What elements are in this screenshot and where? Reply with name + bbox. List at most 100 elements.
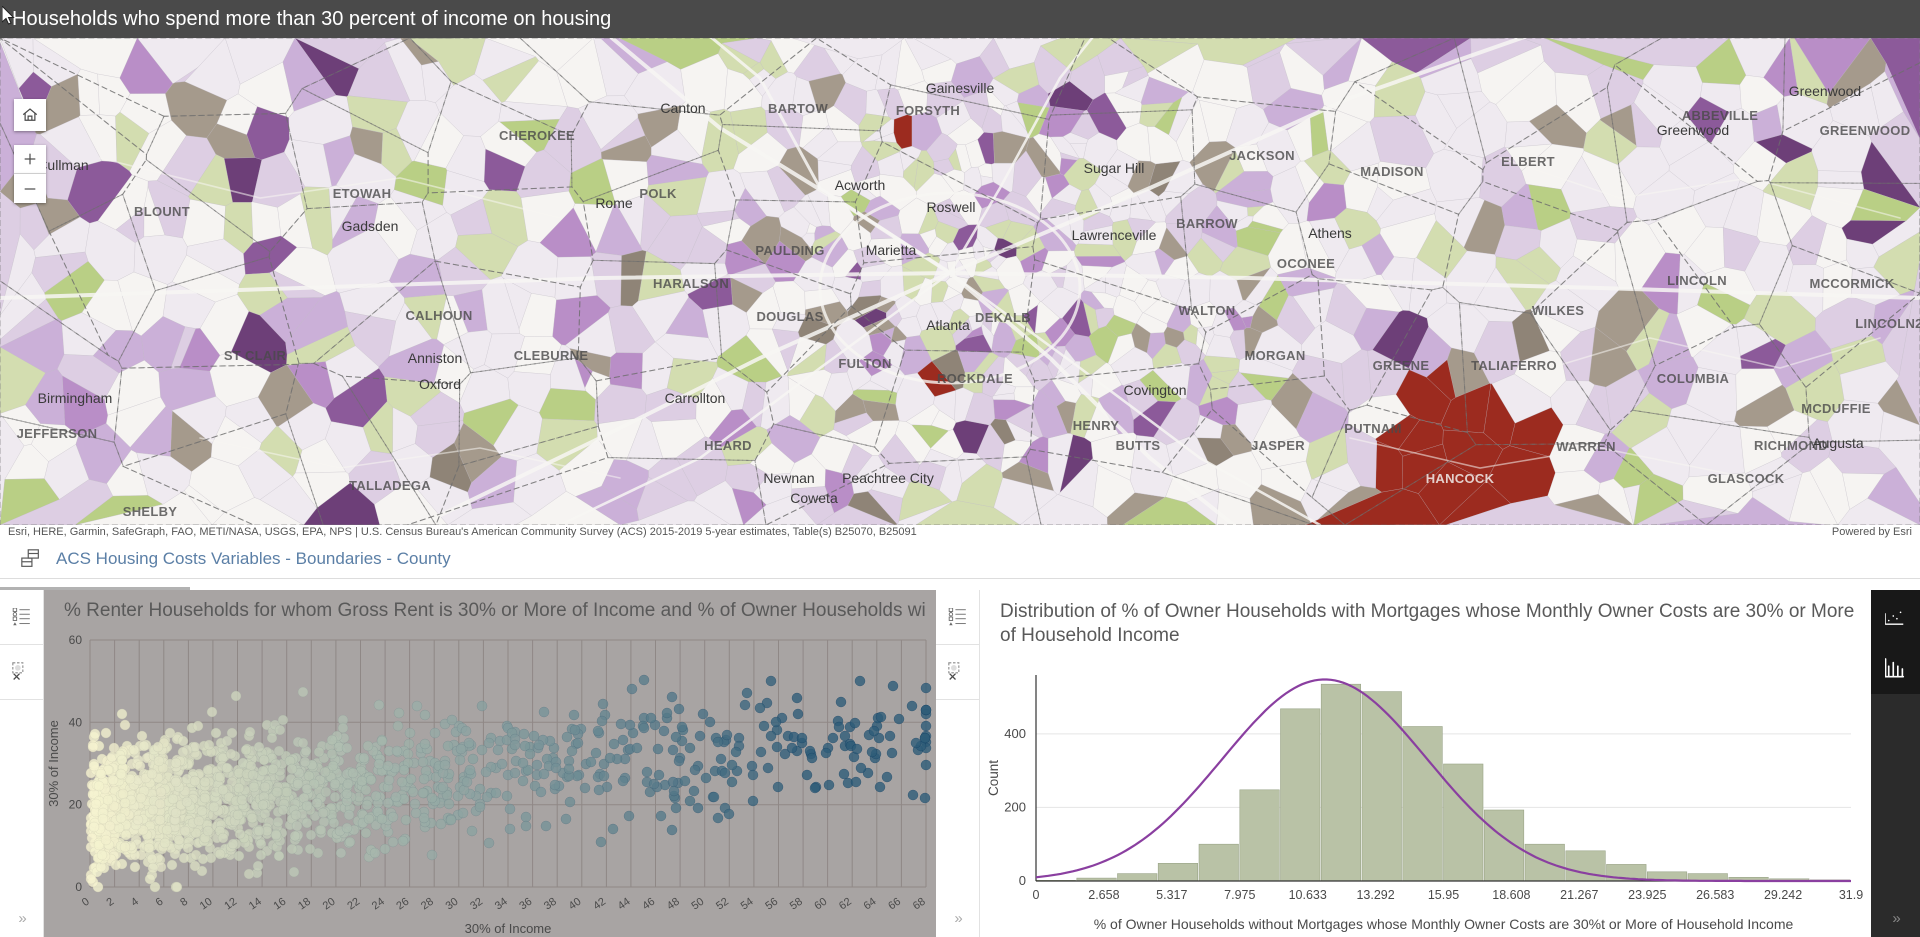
svg-text:BARROW: BARROW (1176, 216, 1238, 231)
svg-text:18: 18 (296, 896, 313, 913)
svg-text:30% of Income: 30% of Income (465, 921, 552, 936)
svg-text:POLK: POLK (639, 186, 677, 201)
svg-text:DEKALB: DEKALB (975, 310, 1031, 325)
svg-text:Gadsden: Gadsden (342, 218, 399, 234)
svg-text:36: 36 (517, 896, 534, 913)
svg-text:400: 400 (1004, 726, 1026, 741)
svg-text:ROCKDALE: ROCKDALE (937, 371, 1013, 386)
svg-text:Greenwood: Greenwood (1657, 122, 1729, 138)
svg-text:GREENE: GREENE (1373, 358, 1430, 373)
svg-text:HENRY: HENRY (1073, 418, 1120, 433)
svg-text:20: 20 (321, 896, 338, 913)
svg-text:MORGAN: MORGAN (1244, 348, 1305, 363)
svg-text:% of Owner Households without: % of Owner Households without Mortgages … (1094, 916, 1794, 932)
svg-text:48: 48 (665, 896, 682, 913)
svg-text:Newnan: Newnan (763, 470, 814, 486)
svg-text:24: 24 (370, 896, 387, 913)
svg-text:Rome: Rome (595, 195, 633, 211)
svg-text:Gainesville: Gainesville (926, 80, 995, 96)
svg-text:2: 2 (104, 896, 116, 909)
svg-text:44: 44 (616, 896, 633, 913)
svg-text:SHELBY: SHELBY (123, 504, 178, 519)
svg-text:30: 30 (444, 896, 461, 913)
svg-text:JACKSON: JACKSON (1229, 148, 1295, 163)
svg-text:Roswell: Roswell (926, 199, 975, 215)
svg-text:LINCOLN: LINCOLN (1667, 273, 1727, 288)
svg-text:TALLADEGA: TALLADEGA (349, 478, 431, 493)
svg-text:ST CLAIR: ST CLAIR (224, 348, 287, 363)
svg-text:200: 200 (1004, 799, 1026, 814)
svg-text:HANCOCK: HANCOCK (1426, 471, 1495, 486)
svg-text:7.975: 7.975 (1224, 888, 1255, 902)
svg-text:34: 34 (493, 896, 510, 913)
svg-text:29.242: 29.242 (1764, 888, 1802, 902)
svg-text:CHEROKEE: CHEROKEE (499, 128, 575, 143)
svg-text:GLASCOCK: GLASCOCK (1708, 471, 1785, 486)
svg-text:54: 54 (739, 896, 756, 913)
svg-text:0: 0 (75, 880, 82, 894)
svg-text:62: 62 (837, 896, 854, 913)
svg-text:40: 40 (69, 715, 83, 729)
svg-text:50: 50 (690, 896, 707, 913)
svg-text:0: 0 (80, 896, 92, 909)
svg-text:Acworth: Acworth (835, 177, 886, 193)
svg-text:BLOUNT: BLOUNT (134, 204, 190, 219)
svg-text:JEFFERSON: JEFFERSON (17, 426, 98, 441)
svg-text:OCONEE: OCONEE (1277, 256, 1335, 271)
svg-text:23.925: 23.925 (1628, 888, 1666, 902)
svg-text:0: 0 (1019, 873, 1026, 888)
svg-text:COLUMBIA: COLUMBIA (1657, 371, 1730, 386)
svg-text:20: 20 (69, 798, 83, 812)
svg-text:DOUGLAS: DOUGLAS (756, 309, 823, 324)
svg-text:42: 42 (591, 896, 608, 913)
svg-text:58: 58 (788, 896, 805, 913)
svg-text:FULTON: FULTON (838, 356, 891, 371)
svg-text:46: 46 (640, 896, 657, 913)
svg-text:FORSYTH: FORSYTH (896, 103, 960, 118)
svg-text:CLEBURNE: CLEBURNE (514, 348, 589, 363)
svg-text:Canton: Canton (660, 100, 705, 116)
svg-text:BUTTS: BUTTS (1116, 438, 1161, 453)
svg-text:12: 12 (222, 896, 239, 913)
svg-text:4: 4 (129, 896, 141, 909)
svg-text:0: 0 (1033, 888, 1040, 902)
svg-text:Augusta: Augusta (1812, 435, 1864, 451)
svg-text:CALHOUN: CALHOUN (405, 308, 472, 323)
svg-text:40: 40 (567, 896, 584, 913)
svg-text:6: 6 (154, 896, 166, 909)
svg-text:WILKES: WILKES (1532, 303, 1584, 318)
svg-text:68: 68 (911, 896, 928, 913)
svg-text:HARALSON: HARALSON (653, 276, 729, 291)
svg-text:Birmingham: Birmingham (38, 390, 113, 406)
svg-text:Greenwood: Greenwood (1789, 83, 1861, 99)
svg-text:MCDUFFIE: MCDUFFIE (1801, 401, 1871, 416)
svg-text:LINCOLN2: LINCOLN2 (1855, 316, 1920, 331)
svg-text:PUTNAM: PUTNAM (1344, 421, 1401, 436)
svg-text:16: 16 (272, 896, 289, 913)
svg-text:2.658: 2.658 (1088, 888, 1119, 902)
svg-text:HEARD: HEARD (704, 438, 752, 453)
svg-text:Sugar Hill: Sugar Hill (1084, 160, 1145, 176)
svg-text:PAULDING: PAULDING (755, 243, 824, 258)
svg-text:Oxford: Oxford (419, 376, 461, 392)
svg-text:28: 28 (419, 896, 436, 913)
svg-text:60: 60 (69, 633, 83, 647)
svg-text:Athens: Athens (1308, 225, 1352, 241)
svg-text:22: 22 (345, 896, 362, 913)
svg-text:64: 64 (862, 896, 879, 913)
svg-text:66: 66 (886, 896, 903, 913)
svg-text:32: 32 (468, 896, 485, 913)
svg-text:21.267: 21.267 (1560, 888, 1598, 902)
svg-text:8: 8 (178, 896, 190, 909)
svg-text:38: 38 (542, 896, 559, 913)
svg-text:Atlanta: Atlanta (926, 317, 970, 333)
svg-text:JASPER: JASPER (1251, 438, 1305, 453)
svg-text:Marietta: Marietta (866, 242, 917, 258)
svg-text:Covington: Covington (1123, 382, 1186, 398)
svg-text:Count: Count (986, 760, 1001, 796)
svg-text:TALIAFERRO: TALIAFERRO (1471, 358, 1557, 373)
svg-text:31.9: 31.9 (1839, 888, 1863, 902)
svg-text:10: 10 (198, 896, 215, 913)
svg-text:15.95: 15.95 (1428, 888, 1459, 902)
svg-text:GREENWOOD: GREENWOOD (1820, 123, 1911, 138)
